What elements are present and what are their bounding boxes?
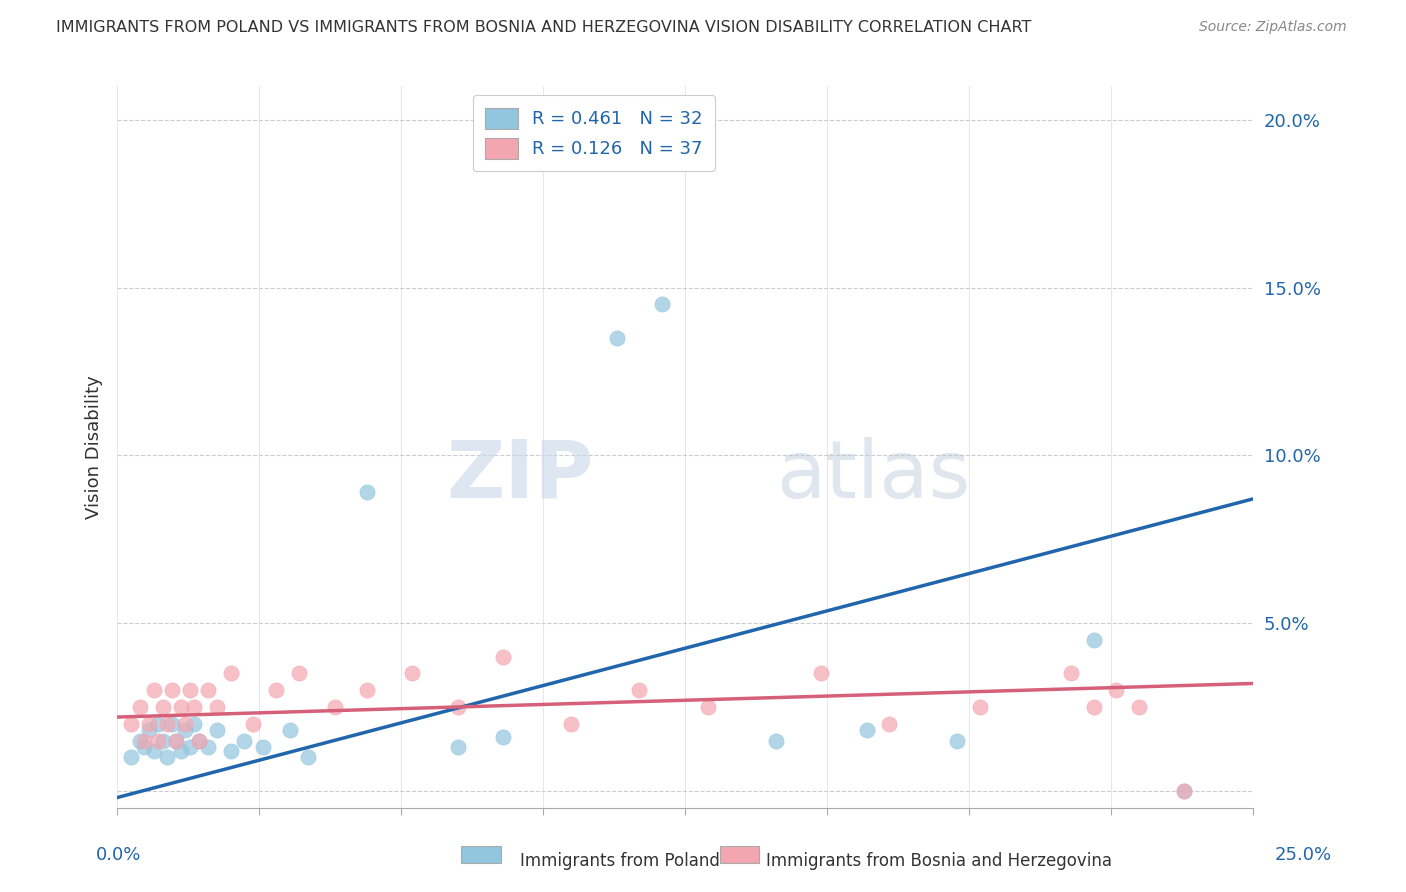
Point [219, 743, 242, 757]
Point [187, 733, 209, 747]
Text: IMMIGRANTS FROM POLAND VS IMMIGRANTS FROM BOSNIA AND HERZEGOVINA VISION DISABILI: IMMIGRANTS FROM POLAND VS IMMIGRANTS FRO… [56, 20, 1032, 35]
Point [183, 700, 205, 714]
Point [142, 743, 165, 757]
Text: ZIP: ZIP [447, 437, 595, 515]
Point [1105, 683, 1128, 698]
Point [233, 733, 256, 747]
Point [165, 733, 187, 747]
Point [134, 733, 156, 747]
Point [696, 700, 718, 714]
Point [855, 723, 877, 738]
Point [179, 683, 201, 698]
Point [401, 666, 423, 681]
Point [152, 733, 174, 747]
Point [1128, 700, 1150, 714]
Point [138, 716, 160, 731]
Point [120, 750, 142, 764]
Point [356, 683, 378, 698]
Text: 0.0%: 0.0% [96, 846, 141, 863]
Point [160, 683, 183, 698]
Point [156, 716, 179, 731]
Point [197, 683, 219, 698]
Text: atlas: atlas [776, 437, 970, 515]
Point [128, 733, 150, 747]
Point [1173, 784, 1195, 798]
Point [1060, 666, 1083, 681]
Text: Immigrants from Bosnia and Herzegovina: Immigrants from Bosnia and Herzegovina [766, 852, 1112, 870]
Text: Immigrants from Poland: Immigrants from Poland [520, 852, 720, 870]
Point [606, 331, 628, 345]
Point [142, 683, 165, 698]
Point [810, 666, 832, 681]
Point [252, 740, 274, 755]
Point [278, 723, 301, 738]
Y-axis label: Vision Disability: Vision Disability [86, 376, 103, 519]
Point [969, 700, 991, 714]
Point [946, 733, 969, 747]
Point [152, 700, 174, 714]
Point [651, 297, 673, 311]
Point [197, 740, 219, 755]
Point [128, 700, 150, 714]
Point [156, 750, 179, 764]
Point [447, 700, 470, 714]
Point [146, 733, 169, 747]
Point [1173, 784, 1195, 798]
Point [205, 700, 228, 714]
Point [242, 716, 264, 731]
Point [138, 723, 160, 738]
Point [356, 485, 378, 500]
Point [1083, 632, 1105, 647]
Point [187, 733, 209, 747]
Point [165, 733, 187, 747]
Point [297, 750, 319, 764]
Point [134, 740, 156, 755]
Point [877, 716, 900, 731]
Point [1083, 700, 1105, 714]
Point [179, 740, 201, 755]
Text: Source: ZipAtlas.com: Source: ZipAtlas.com [1199, 20, 1347, 34]
Point [288, 666, 311, 681]
Point [492, 730, 515, 744]
Legend: R = 0.461   N = 32, R = 0.126   N = 37: R = 0.461 N = 32, R = 0.126 N = 37 [472, 95, 716, 171]
Point [183, 716, 205, 731]
Point [447, 740, 470, 755]
Point [765, 733, 787, 747]
Point [146, 716, 169, 731]
Point [492, 649, 515, 664]
Point [205, 723, 228, 738]
Point [170, 700, 193, 714]
Point [174, 723, 197, 738]
Point [219, 666, 242, 681]
Point [560, 716, 582, 731]
Point [120, 716, 142, 731]
Text: 25.0%: 25.0% [1274, 846, 1331, 863]
Point [628, 683, 651, 698]
Point [264, 683, 287, 698]
Point [170, 743, 193, 757]
Point [174, 716, 197, 731]
Point [323, 700, 346, 714]
Point [160, 716, 183, 731]
